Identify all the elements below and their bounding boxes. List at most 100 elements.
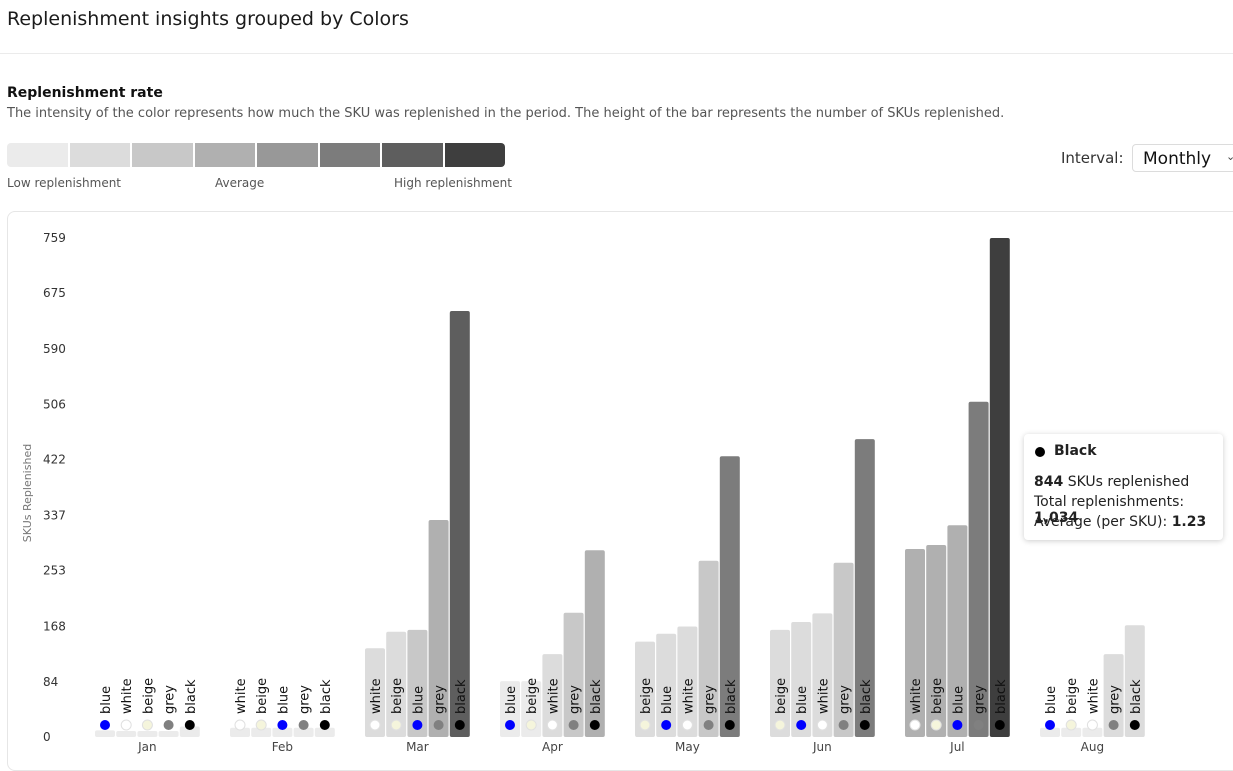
bar-label-grey: grey: [163, 685, 178, 714]
chevron-down-icon[interactable]: ⌄: [1226, 150, 1233, 163]
x-tick-label: Mar: [406, 740, 429, 754]
bar-label-black: black: [589, 679, 604, 714]
tooltip-color-dot: [1035, 447, 1045, 457]
bar-label-blue: blue: [99, 686, 114, 714]
y-tick-label: 675: [43, 286, 66, 300]
tooltip-avg-value: 1.23: [1171, 514, 1207, 530]
color-dot-white: [546, 719, 558, 731]
bar-label-beige: beige: [525, 678, 540, 714]
color-dot-blue: [277, 720, 288, 730]
bar-feb-blue: [272, 727, 293, 737]
color-dot-black: [319, 720, 330, 730]
bar-label-beige: beige: [930, 678, 945, 714]
page-title: Replenishment insights grouped by Colors: [7, 8, 409, 30]
x-tick-label: May: [675, 740, 700, 754]
bar-label-black: black: [994, 679, 1009, 714]
color-dot-beige: [639, 719, 651, 731]
color-dot-black: [1129, 720, 1140, 730]
bar-label-black: black: [859, 679, 874, 714]
bar-may-grey: [698, 560, 719, 737]
bar-jan-blue: [95, 730, 115, 737]
bar-apr-blue: [500, 681, 520, 737]
color-dot-beige: [390, 719, 402, 731]
color-dot-beige: [930, 719, 942, 731]
color-dot-black: [859, 720, 870, 730]
color-dot-beige: [255, 719, 267, 731]
bar-label-white: white: [681, 678, 696, 714]
x-tick-label: Jul: [949, 740, 964, 754]
y-tick-label: 84: [43, 675, 58, 689]
header: Replenishment insights grouped by Colors…: [0, 0, 1233, 54]
tooltip-title: Black: [1054, 443, 1097, 459]
tooltip-total-label: Total replenishments:: [1034, 494, 1185, 510]
legend-swatch-4: [194, 143, 255, 167]
bar-label-black: black: [319, 679, 334, 714]
color-dot-black: [454, 720, 465, 730]
bar-label-black: black: [184, 679, 199, 714]
y-tick-label: 168: [43, 620, 66, 634]
interval-select[interactable]: Monthly: [1132, 144, 1233, 172]
color-dot-grey: [163, 720, 174, 730]
bar-aug-black: [1124, 625, 1145, 737]
bar-label-blue: blue: [795, 686, 810, 714]
chart-tooltip: Black 844 SKUs replenished Total repleni…: [1024, 434, 1223, 540]
bar-feb-grey: [293, 727, 314, 737]
color-dot-blue: [796, 720, 807, 730]
bar-jan-black: [179, 726, 200, 737]
color-dot-black: [994, 720, 1005, 730]
color-dot-white: [1086, 719, 1098, 731]
bar-jun-beige: [770, 629, 790, 737]
color-dot-white: [120, 719, 132, 731]
bar-jul-white: [905, 548, 925, 737]
bar-aug-grey: [1103, 654, 1124, 737]
bar-mar-grey: [428, 520, 449, 737]
y-tick-label: 253: [43, 564, 66, 578]
legend-high-label: High replenishment: [394, 176, 512, 190]
color-dot-blue: [505, 720, 515, 730]
y-axis-label: SKUs Replenished: [21, 444, 34, 542]
tooltip-total-line: Total replenishments: 1,034: [1034, 494, 1223, 526]
bar-label-grey: grey: [298, 685, 313, 714]
bar-apr-grey: [563, 612, 584, 737]
legend-swatch-7: [382, 143, 443, 167]
bar-label-blue: blue: [1044, 686, 1059, 714]
legend-swatch-5: [257, 143, 318, 167]
bar-label-black: black: [724, 679, 739, 714]
bar-label-blue: blue: [276, 686, 291, 714]
replenishment-legend: [7, 143, 505, 167]
bar-jun-white: [812, 613, 833, 737]
y-tick-label: 0: [43, 730, 51, 744]
bar-label-grey: grey: [568, 685, 583, 714]
color-dot-grey: [568, 720, 579, 730]
bar-label-grey: grey: [433, 685, 448, 714]
color-dot-black: [589, 720, 600, 730]
legend-mid-label: Average: [215, 176, 265, 190]
bar-may-white: [677, 626, 698, 737]
more-options-icon[interactable]: ⋮: [1228, 6, 1233, 25]
bar-jan-white: [116, 731, 137, 737]
tooltip-skus-label: SKUs replenished: [1067, 474, 1190, 490]
bar-label-white: white: [546, 678, 561, 714]
bar-label-white: white: [234, 678, 249, 714]
color-dot-white: [816, 719, 828, 731]
legend-swatch-1: [7, 143, 68, 167]
bar-jun-black: [854, 439, 875, 737]
bar-jul-blue: [947, 525, 968, 737]
bar-mar-blue: [407, 629, 428, 737]
x-tick-label: Jan: [137, 740, 157, 754]
bar-label-blue: blue: [951, 686, 966, 714]
bar-feb-beige: [251, 727, 272, 737]
tooltip-skus-line: 844 SKUs replenished: [1034, 474, 1189, 490]
bar-label-blue: blue: [411, 686, 426, 714]
color-dot-blue: [952, 720, 963, 730]
bar-aug-beige: [1061, 727, 1082, 737]
bar-feb-white: [230, 727, 250, 737]
bar-jul-beige: [926, 545, 947, 737]
bar-apr-white: [542, 654, 563, 737]
color-dot-blue: [661, 720, 672, 730]
y-tick-label: 422: [43, 453, 66, 467]
bar-label-grey: grey: [838, 685, 853, 714]
bar-label-white: white: [1086, 678, 1101, 714]
bar-label-white: white: [120, 678, 135, 714]
y-tick-label: 506: [43, 397, 66, 411]
